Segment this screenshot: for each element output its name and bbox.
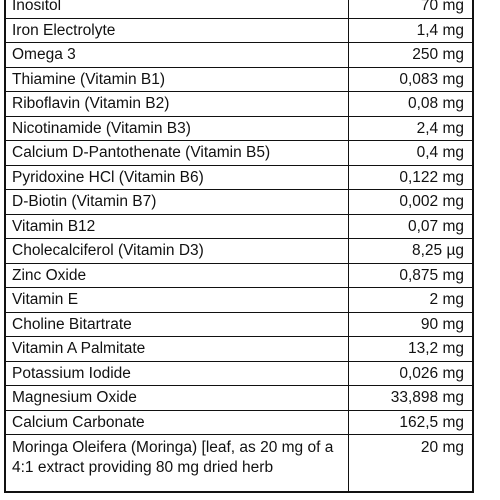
- ingredient-name: Zinc Oxide: [12, 266, 87, 284]
- ingredient-name: Vitamin A Palmitate: [12, 340, 146, 357]
- ingredient-name: Pyridoxine HCl (Vitamin B6): [12, 168, 204, 186]
- ingredient-amount: 0,07 mg: [348, 214, 472, 238]
- table-row: Iron Electrolyte 1,4 mg: [6, 18, 472, 43]
- table-row: Calcium Carbonate 162,5 mg: [6, 410, 472, 435]
- table-row: Choline Bitartrate 90 mg: [6, 312, 472, 337]
- ingredient-amount: 8,25 µg: [348, 239, 472, 263]
- ingredient-name: Potassium Iodide: [12, 364, 131, 382]
- ingredient-name: Omega 3: [12, 46, 76, 63]
- ingredient-amount: 2 mg: [348, 288, 472, 312]
- ingredient-amount: 2,4 mg: [348, 116, 472, 140]
- ingredient-name: Vitamin E: [12, 291, 79, 308]
- table-row: Omega 3 250 mg: [6, 43, 472, 68]
- table-row: Pyridoxine HCl (Vitamin B6) 0,122 mg: [6, 165, 472, 190]
- ingredient-amount: 0,875 mg: [348, 263, 472, 287]
- ingredient-name: D-Biotin (Vitamin B7): [12, 193, 157, 210]
- table-row: Moringa Oleifera (Moringa) [leaf, as 20 …: [6, 435, 472, 491]
- ingredient-name: Vitamin B12: [12, 217, 96, 235]
- ingredient-amount: 1,4 mg: [348, 18, 472, 42]
- ingredient-amount: 0,4 mg: [348, 141, 472, 165]
- table-row: Vitamin B12 0,07 mg: [6, 214, 472, 239]
- table-row: Riboflavin (Vitamin B2) 0,08 mg: [6, 92, 472, 117]
- ingredient-amount: 162,5 mg: [348, 410, 472, 434]
- ingredient-amount: 33,898 mg: [348, 386, 472, 410]
- nutrition-table: Inositol 70 mg Iron Electrolyte 1,4 mg Ome…: [4, 0, 474, 493]
- table-row: Zinc Oxide 0,875 mg: [6, 263, 472, 288]
- ingredient-name: Iron Electrolyte: [12, 21, 116, 39]
- table-row: Magnesium Oxide 33,898 mg: [6, 386, 472, 411]
- ingredient-amount: 70 mg: [348, 0, 472, 18]
- table-row: Vitamin A Palmitate 13,2 mg: [6, 337, 472, 362]
- ingredient-amount: 250 mg: [348, 43, 472, 67]
- ingredient-name: Thiamine (Vitamin B1): [12, 70, 166, 88]
- table-row: Potassium Iodide 0,026 mg: [6, 361, 472, 386]
- table-row: D-Biotin (Vitamin B7) 0,002 mg: [6, 190, 472, 215]
- ingredient-name: Cholecalciferol (Vitamin D3): [12, 242, 204, 259]
- table-row: Nicotinamide (Vitamin B3) 2,4 mg: [6, 116, 472, 141]
- ingredient-amount: 0,026 mg: [348, 361, 472, 385]
- table-row: Thiamine (Vitamin B1) 0,083 mg: [6, 67, 472, 92]
- table-row: Inositol 70 mg: [6, 0, 472, 19]
- ingredient-name: Calcium Carbonate: [12, 413, 145, 431]
- table-row: Calcium D-Pantothenate (Vitamin B5) 0,4 m…: [6, 141, 472, 166]
- table-row: Cholecalciferol (Vitamin D3) 8,25 µg: [6, 239, 472, 264]
- ingredient-name: Calcium D-Pantothenate (Vitamin B5): [12, 144, 271, 161]
- ingredient-amount: 20 mg: [348, 435, 472, 491]
- ingredient-name: Magnesium Oxide: [12, 389, 137, 406]
- ingredient-amount: 0,122 mg: [348, 165, 472, 189]
- table-row: Vitamin E 2 mg: [6, 288, 472, 313]
- ingredient-amount: 0,002 mg: [348, 190, 472, 214]
- ingredient-name: Choline Bitartrate: [12, 315, 132, 333]
- ingredient-name: Nicotinamide (Vitamin B3): [12, 119, 191, 137]
- ingredient-amount: 0,083 mg: [348, 67, 472, 91]
- ingredient-amount: 0,08 mg: [348, 92, 472, 116]
- ingredient-name: Moringa Oleifera (Moringa) [leaf, as 20 …: [12, 439, 334, 476]
- ingredient-amount: 90 mg: [348, 312, 472, 336]
- ingredient-name: Riboflavin (Vitamin B2): [12, 95, 170, 112]
- ingredient-name: Inositol: [12, 0, 62, 14]
- ingredient-amount: 13,2 mg: [348, 337, 472, 361]
